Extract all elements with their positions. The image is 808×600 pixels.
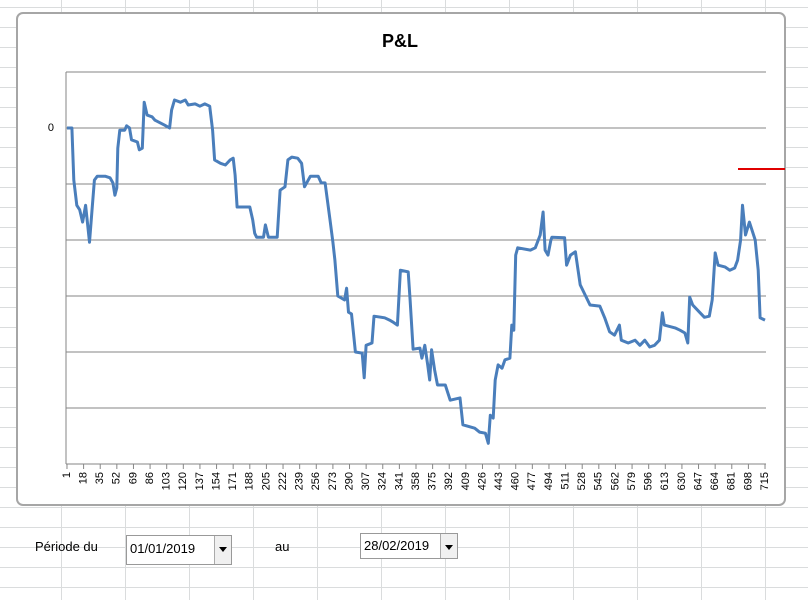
x-tick-label: 154 xyxy=(210,472,222,490)
x-tick-label: 681 xyxy=(726,472,738,490)
date-from-combo[interactable]: 01/01/2019 xyxy=(126,535,232,565)
x-tick-label: 307 xyxy=(360,472,372,490)
x-tick-label: 562 xyxy=(609,472,621,490)
x-tick-label: 409 xyxy=(460,472,472,490)
x-tick-label: 358 xyxy=(410,472,422,490)
x-tick-label: 1 xyxy=(61,472,73,478)
date-to: 28/02/2019 xyxy=(364,538,430,553)
x-tick-label: 188 xyxy=(244,472,256,490)
chart: P&L 0 1 18 35 52 69 86 103 120 137 154 171 188 205 222… xyxy=(16,12,786,506)
x-tick-label: 375 xyxy=(427,472,439,490)
x-tick-label: 69 xyxy=(127,472,139,484)
x-tick-label: 494 xyxy=(543,472,555,490)
x-tick-label: 239 xyxy=(294,472,306,490)
x-tick-label: 205 xyxy=(260,472,272,490)
x-tick-label: 341 xyxy=(393,472,405,490)
date-to-combo[interactable]: 28/02/2019 xyxy=(360,533,458,559)
x-tick-label: 18 xyxy=(78,472,90,484)
x-tick-label: 545 xyxy=(593,472,605,490)
x-tick-label: 613 xyxy=(659,472,671,490)
from-label: Période du xyxy=(35,539,98,554)
x-tick-label: 664 xyxy=(709,472,721,490)
x-tick-label: 426 xyxy=(476,472,488,490)
x-tick-label: 647 xyxy=(692,472,704,490)
x-tick-label: 103 xyxy=(161,472,173,490)
x-tick-label: 35 xyxy=(94,472,106,484)
to-label: au xyxy=(275,539,290,554)
x-tick-label: 52 xyxy=(111,472,123,484)
x-tick-label: 630 xyxy=(676,472,688,490)
x-tick-label: 273 xyxy=(327,472,339,490)
dropdown-button[interactable] xyxy=(214,536,231,564)
x-tick-label: 579 xyxy=(626,472,638,490)
x-tick-label: 222 xyxy=(277,472,289,490)
x-tick-label: 171 xyxy=(227,472,239,490)
x-tick-label: 137 xyxy=(194,472,206,490)
x-tick-label: 511 xyxy=(559,472,571,490)
x-tick-label: 460 xyxy=(510,472,522,490)
x-tick-label: 528 xyxy=(576,472,588,490)
x-tick-label: 698 xyxy=(742,472,754,490)
x-tick-label: 86 xyxy=(144,472,156,484)
x-tick-label: 120 xyxy=(177,472,189,490)
dropdown-button[interactable] xyxy=(440,534,457,558)
x-tick-label: 290 xyxy=(343,472,355,490)
x-tick-label: 443 xyxy=(493,472,505,490)
pnl-line xyxy=(67,98,766,445)
x-tick-label: 324 xyxy=(377,472,389,490)
x-tick-label: 392 xyxy=(443,472,455,490)
y-tick-label: 0 xyxy=(48,122,54,134)
x-tick-label: 596 xyxy=(643,472,655,490)
date-from: 01/01/2019 xyxy=(130,541,196,556)
x-tick-label: 715 xyxy=(759,472,771,490)
chart-title: P&L xyxy=(382,31,418,51)
chart-frame xyxy=(16,12,786,506)
x-tick-label: 477 xyxy=(526,472,538,490)
x-tick-label: 256 xyxy=(310,472,322,490)
